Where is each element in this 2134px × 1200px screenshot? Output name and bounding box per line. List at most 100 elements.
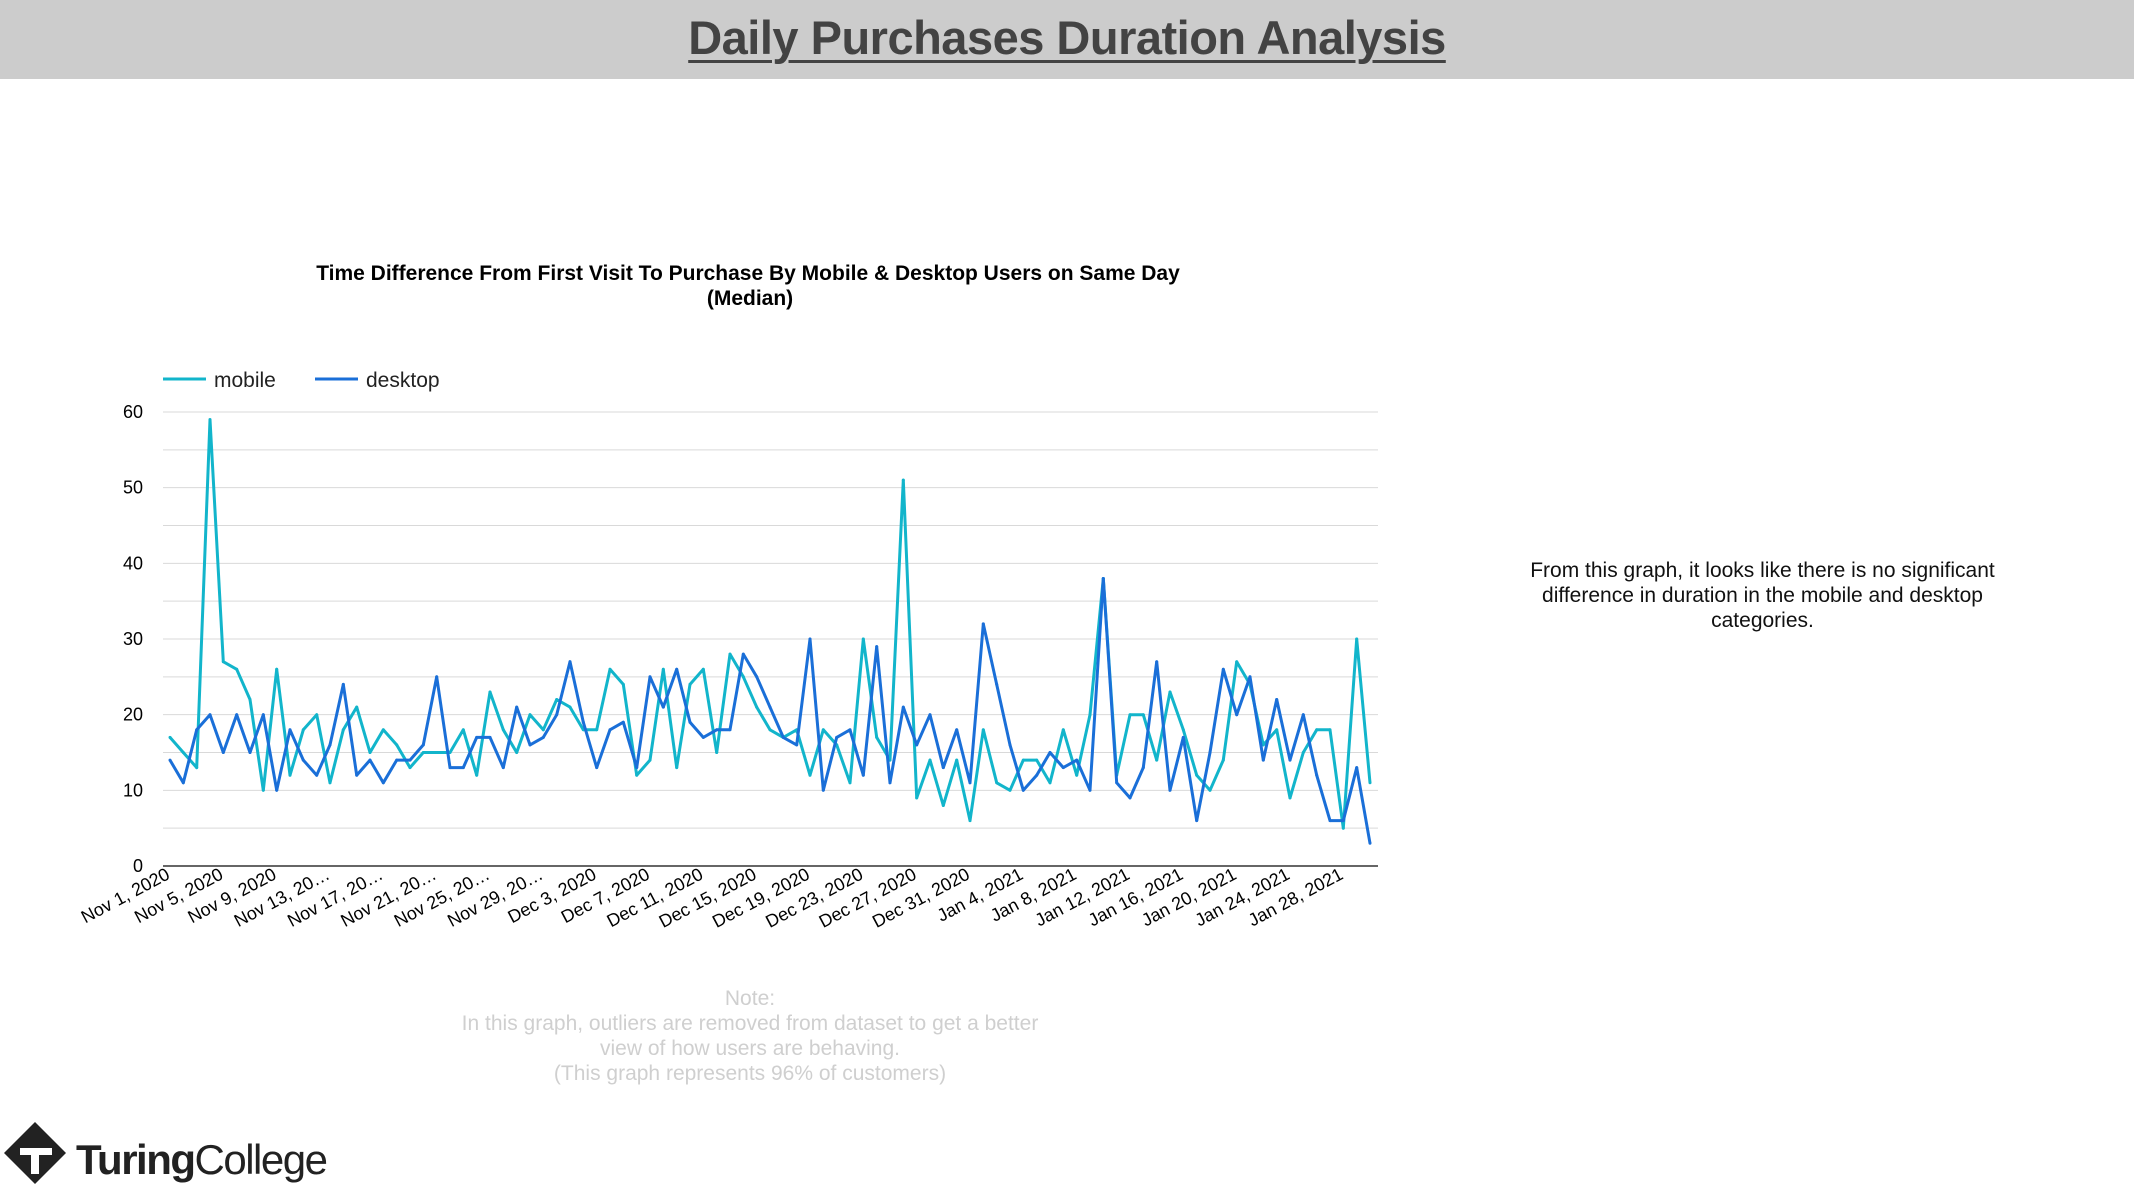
data-point-mobile bbox=[981, 728, 985, 732]
data-point-mobile bbox=[995, 781, 999, 785]
y-tick-label: 0 bbox=[133, 856, 143, 876]
data-point-desktop bbox=[1315, 773, 1319, 777]
data-point-mobile bbox=[475, 773, 479, 777]
data-point-desktop bbox=[581, 720, 585, 724]
y-tick-label: 20 bbox=[123, 705, 143, 725]
data-point-desktop bbox=[1235, 713, 1239, 717]
data-point-desktop bbox=[1035, 773, 1039, 777]
chart-title-line-1: Time Difference From First Visit To Purc… bbox=[316, 262, 1180, 285]
note-line-2: view of how users are behaving. bbox=[600, 1037, 900, 1060]
data-point-mobile bbox=[755, 705, 759, 709]
logo-brand-light: College bbox=[194, 1136, 328, 1183]
data-point-mobile bbox=[861, 637, 865, 641]
data-point-desktop bbox=[261, 713, 265, 717]
data-point-desktop bbox=[701, 735, 705, 739]
data-point-mobile bbox=[541, 728, 545, 732]
data-point-desktop bbox=[315, 773, 319, 777]
data-point-desktop bbox=[1208, 751, 1212, 754]
data-point-mobile bbox=[421, 751, 425, 754]
data-point-mobile bbox=[1128, 713, 1132, 717]
data-point-desktop bbox=[1275, 698, 1279, 701]
data-point-mobile bbox=[1368, 781, 1372, 785]
data-point-mobile bbox=[275, 667, 279, 671]
data-point-desktop bbox=[875, 645, 879, 649]
y-tick-label: 40 bbox=[123, 553, 143, 573]
data-point-mobile bbox=[341, 728, 345, 732]
data-point-mobile bbox=[1168, 690, 1172, 694]
data-point-mobile bbox=[608, 667, 612, 671]
data-point-desktop bbox=[741, 652, 745, 656]
data-point-mobile bbox=[941, 804, 945, 807]
data-point-mobile bbox=[728, 652, 732, 656]
data-point-mobile bbox=[1195, 773, 1199, 777]
note-line-3: (This graph represents 96% of customers) bbox=[553, 1062, 947, 1085]
conclusion-note: From this graph, it looks like there is … bbox=[1530, 559, 1995, 632]
data-point-desktop bbox=[955, 728, 959, 732]
data-point-desktop bbox=[541, 735, 545, 739]
data-point-desktop bbox=[248, 751, 252, 754]
series-desktop bbox=[168, 577, 1372, 845]
data-point-mobile bbox=[1315, 728, 1319, 732]
data-point-desktop bbox=[408, 758, 412, 762]
data-point-desktop bbox=[368, 758, 372, 762]
data-point-mobile bbox=[261, 788, 265, 792]
data-point-desktop bbox=[1288, 758, 1292, 762]
data-point-mobile bbox=[1208, 788, 1212, 792]
data-point-desktop bbox=[1168, 788, 1172, 792]
data-point-mobile bbox=[1021, 758, 1025, 762]
data-point-desktop bbox=[208, 713, 212, 717]
data-point-mobile bbox=[701, 667, 705, 671]
note-line-1: In this graph, outliers are removed from… bbox=[461, 1012, 1039, 1035]
data-point-desktop bbox=[1181, 735, 1185, 739]
data-point-desktop bbox=[795, 743, 799, 747]
series-line-desktop bbox=[168, 577, 1372, 844]
data-point-mobile bbox=[1035, 758, 1039, 762]
data-point-desktop bbox=[1101, 577, 1105, 580]
data-point-desktop bbox=[675, 667, 679, 671]
data-point-desktop bbox=[1341, 819, 1345, 823]
legend-label-desktop: desktop bbox=[366, 369, 440, 392]
data-point-desktop bbox=[341, 682, 345, 686]
data-point-mobile bbox=[715, 751, 719, 754]
data-point-desktop bbox=[1141, 766, 1145, 770]
data-point-mobile bbox=[915, 796, 919, 800]
data-point-mobile bbox=[955, 758, 959, 762]
data-point-desktop bbox=[448, 766, 452, 770]
data-point-desktop bbox=[235, 713, 239, 717]
data-point-desktop bbox=[301, 758, 305, 762]
data-point-desktop bbox=[195, 728, 199, 732]
data-point-mobile bbox=[248, 698, 252, 701]
data-point-desktop bbox=[901, 705, 905, 709]
data-point-desktop bbox=[275, 788, 279, 792]
data-point-mobile bbox=[381, 728, 385, 732]
data-point-desktop bbox=[168, 758, 172, 762]
data-point-desktop bbox=[1088, 788, 1092, 792]
data-point-mobile bbox=[195, 766, 199, 770]
data-point-mobile bbox=[235, 667, 239, 671]
header-band bbox=[0, 0, 2134, 79]
note-heading: Note: bbox=[724, 987, 776, 1010]
data-point-desktop bbox=[1008, 743, 1012, 747]
data-point-mobile bbox=[288, 773, 292, 777]
data-point-mobile bbox=[875, 735, 879, 739]
data-point-desktop bbox=[488, 735, 492, 739]
data-point-mobile bbox=[675, 766, 679, 770]
data-point-mobile bbox=[515, 751, 519, 754]
data-point-mobile bbox=[1261, 743, 1265, 747]
data-point-mobile bbox=[208, 418, 212, 422]
data-point-mobile bbox=[1355, 637, 1359, 641]
data-point-mobile bbox=[168, 735, 172, 739]
data-point-mobile bbox=[1275, 728, 1279, 732]
data-point-mobile bbox=[355, 705, 359, 709]
data-point-mobile bbox=[1061, 728, 1065, 732]
data-point-desktop bbox=[1368, 841, 1372, 845]
data-point-mobile bbox=[1141, 713, 1145, 717]
data-point-desktop bbox=[1155, 660, 1159, 664]
data-point-mobile bbox=[1075, 773, 1079, 777]
outlier-note: Note: In this graph, outliers are remove… bbox=[400, 986, 1100, 1086]
data-point-desktop bbox=[608, 728, 612, 732]
chart-gridlines bbox=[163, 411, 1378, 829]
y-axis-ticks: 0 10 20 30 40 50 60 bbox=[123, 402, 143, 876]
data-point-desktop bbox=[661, 705, 665, 709]
